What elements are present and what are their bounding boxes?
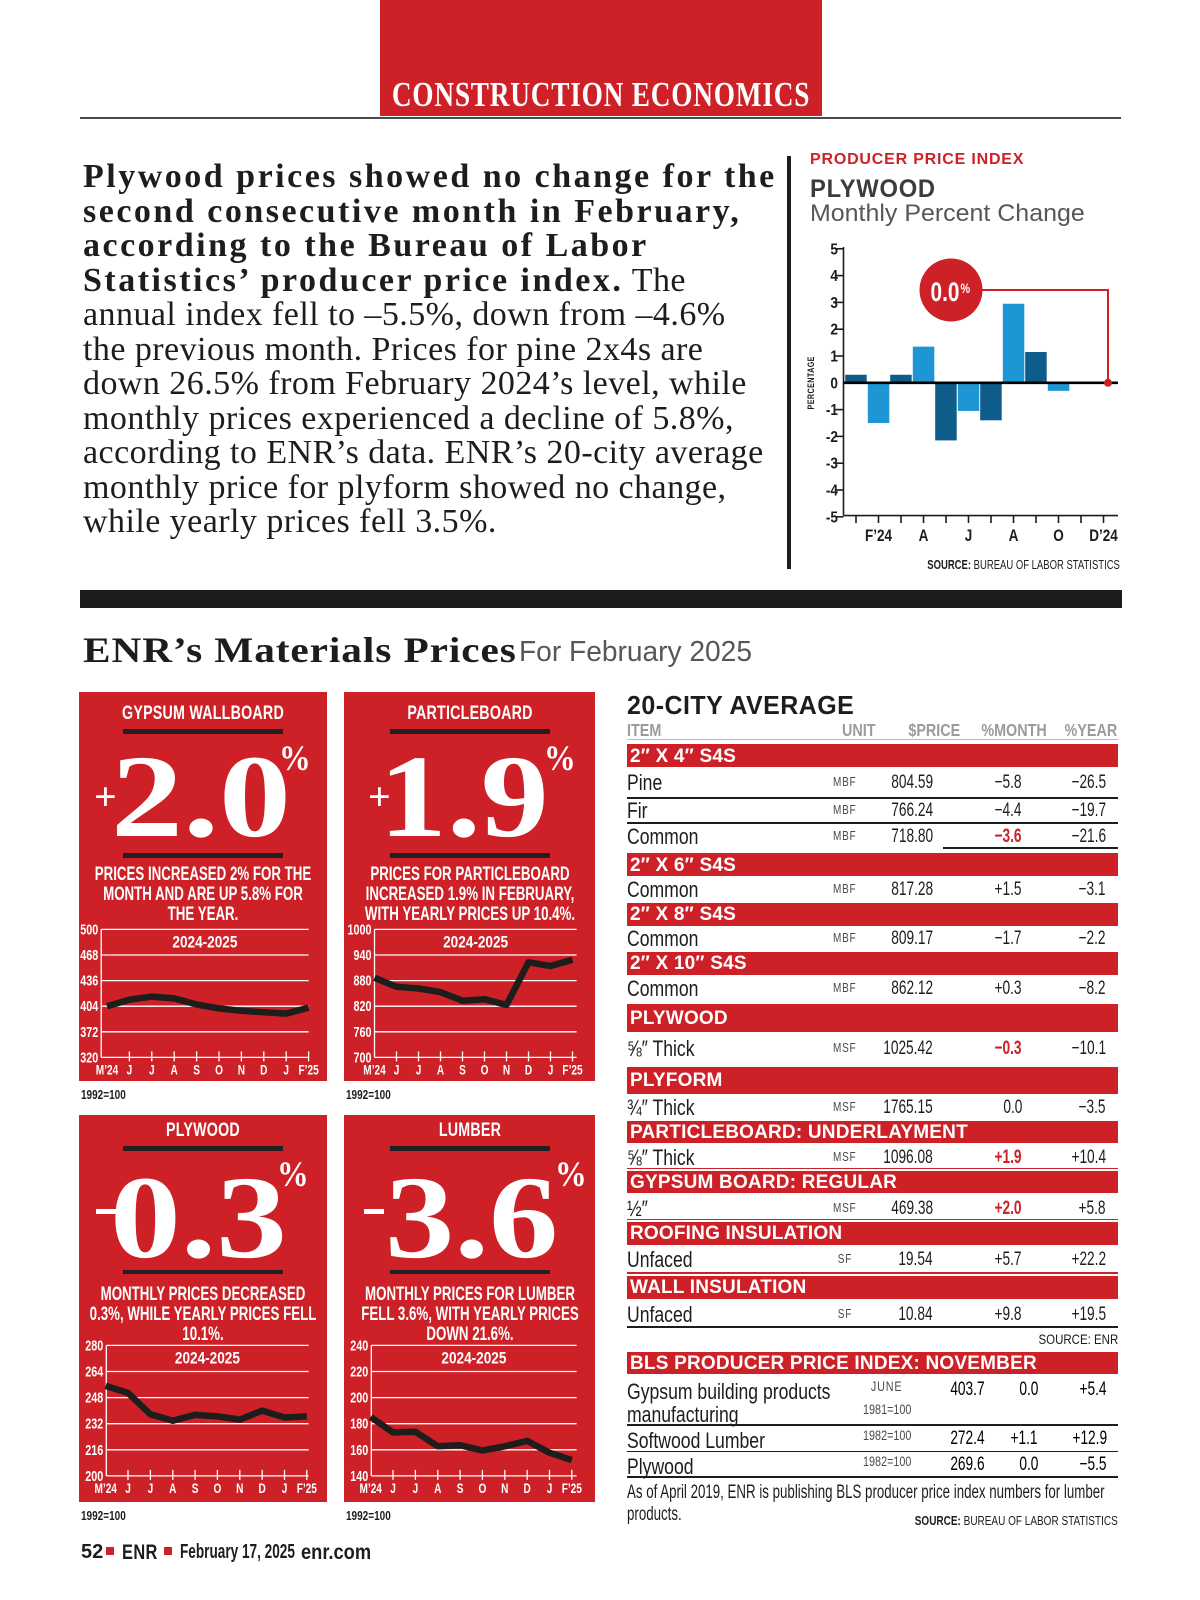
svg-text:J: J <box>127 1062 133 1078</box>
svg-text:O: O <box>215 1062 223 1078</box>
svg-text:O: O <box>478 1480 486 1496</box>
svg-text:M’24: M’24 <box>96 1062 119 1078</box>
svg-text:A: A <box>919 527 929 546</box>
svg-text:S: S <box>192 1480 199 1496</box>
svg-text:S: S <box>459 1062 466 1078</box>
svg-text:500: 500 <box>80 921 98 938</box>
svg-text:A: A <box>171 1062 178 1078</box>
svg-text:4: 4 <box>830 268 838 285</box>
svg-text:820: 820 <box>354 997 372 1014</box>
svg-text:J: J <box>548 1062 554 1078</box>
svg-text:140: 140 <box>350 1467 368 1484</box>
svg-text:S: S <box>457 1480 464 1496</box>
svg-text:372: 372 <box>80 1023 98 1040</box>
svg-text:2024-2025: 2024-2025 <box>172 933 237 952</box>
svg-text:J: J <box>282 1480 288 1496</box>
svg-text:1: 1 <box>830 349 838 366</box>
svg-text:264: 264 <box>85 1363 104 1380</box>
svg-text:320: 320 <box>80 1049 98 1066</box>
svg-text:760: 760 <box>354 1023 372 1040</box>
svg-text:D: D <box>525 1062 532 1078</box>
svg-text:436: 436 <box>80 972 98 989</box>
svg-text:J: J <box>390 1480 396 1496</box>
svg-text:0.0: 0.0 <box>931 277 960 307</box>
svg-text:N: N <box>501 1480 508 1496</box>
svg-text:D: D <box>259 1480 266 1496</box>
svg-text:248: 248 <box>85 1389 103 1406</box>
svg-text:2: 2 <box>830 322 838 339</box>
svg-text:O: O <box>481 1062 489 1078</box>
svg-text:200: 200 <box>350 1389 368 1406</box>
svg-text:232: 232 <box>85 1415 103 1432</box>
svg-text:J: J <box>394 1062 400 1078</box>
svg-text:J: J <box>283 1062 289 1078</box>
svg-text:N: N <box>236 1480 243 1496</box>
svg-text:280: 280 <box>85 1337 103 1354</box>
svg-text:1000: 1000 <box>348 921 372 938</box>
svg-text:F’25: F’25 <box>562 1480 582 1496</box>
svg-text:220: 220 <box>350 1363 368 1380</box>
svg-text:240: 240 <box>350 1337 368 1354</box>
svg-text:M’24: M’24 <box>363 1062 386 1078</box>
svg-text:5: 5 <box>830 241 838 258</box>
svg-text:A: A <box>1009 527 1019 546</box>
svg-text:-5: -5 <box>826 509 838 526</box>
svg-text:-1: -1 <box>826 402 838 419</box>
svg-text:A: A <box>437 1062 444 1078</box>
svg-text:J: J <box>416 1062 422 1078</box>
svg-text:404: 404 <box>80 997 99 1014</box>
svg-text:2024-2025: 2024-2025 <box>441 1349 506 1368</box>
svg-text:F’24: F’24 <box>865 527 893 546</box>
svg-text:J: J <box>125 1480 131 1496</box>
svg-text:J: J <box>965 527 973 546</box>
svg-text:F’25: F’25 <box>299 1062 319 1078</box>
svg-text:O: O <box>1053 527 1064 546</box>
svg-text:J: J <box>547 1480 553 1496</box>
svg-text:3: 3 <box>830 295 838 312</box>
svg-text:880: 880 <box>354 972 372 989</box>
svg-text:N: N <box>503 1062 510 1078</box>
svg-text:160: 160 <box>350 1441 368 1458</box>
svg-text:F’25: F’25 <box>297 1480 317 1496</box>
svg-text:0: 0 <box>830 375 838 392</box>
svg-text:-3: -3 <box>826 456 838 473</box>
svg-text:D’24: D’24 <box>1089 527 1118 546</box>
svg-text:2024-2025: 2024-2025 <box>443 933 508 952</box>
svg-text:200: 200 <box>85 1467 103 1484</box>
svg-text:M’24: M’24 <box>359 1480 382 1496</box>
svg-text:O: O <box>213 1480 221 1496</box>
svg-text:940: 940 <box>354 946 372 963</box>
svg-text:A: A <box>434 1480 441 1496</box>
svg-text:PERCENTAGE: PERCENTAGE <box>806 356 816 409</box>
svg-text:700: 700 <box>354 1049 372 1066</box>
svg-text:J: J <box>413 1480 419 1496</box>
svg-text:180: 180 <box>350 1415 368 1432</box>
svg-text:-2: -2 <box>826 429 838 446</box>
svg-text:2024-2025: 2024-2025 <box>175 1349 240 1368</box>
svg-text:-4: -4 <box>826 483 839 500</box>
svg-text:J: J <box>148 1480 154 1496</box>
svg-text:J: J <box>149 1062 155 1078</box>
svg-text:216: 216 <box>85 1441 103 1458</box>
svg-text:%: % <box>961 281 971 296</box>
svg-text:468: 468 <box>80 946 98 963</box>
svg-text:D: D <box>524 1480 531 1496</box>
svg-text:N: N <box>238 1062 245 1078</box>
svg-text:M’24: M’24 <box>94 1480 117 1496</box>
svg-text:A: A <box>169 1480 176 1496</box>
svg-text:S: S <box>193 1062 200 1078</box>
svg-text:D: D <box>260 1062 267 1078</box>
svg-text:F’25: F’25 <box>562 1062 582 1078</box>
